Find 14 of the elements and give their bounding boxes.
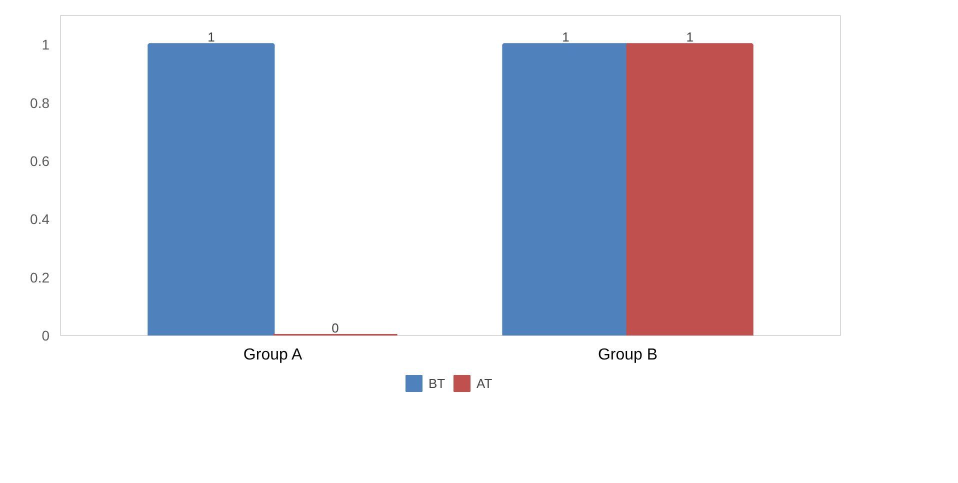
x-tick-label: Group A [243,346,302,364]
data-label: 1 [208,30,215,45]
y-tick-label: 0.8 [30,94,50,111]
y-tick-label: 0.2 [30,269,50,286]
data-label: 0 [332,320,339,336]
legend-label: AT [476,376,494,390]
x-tick-label: Group B [598,346,658,364]
y-tick-label: 0.4 [30,211,50,228]
y-tick-label: 0 [42,328,50,344]
y-tick-label: 0.6 [30,152,50,169]
data-label: 1 [686,30,694,45]
data-label: 1 [562,30,570,45]
y-tick-label: 1 [42,36,50,53]
legend-label: BT [428,376,446,390]
